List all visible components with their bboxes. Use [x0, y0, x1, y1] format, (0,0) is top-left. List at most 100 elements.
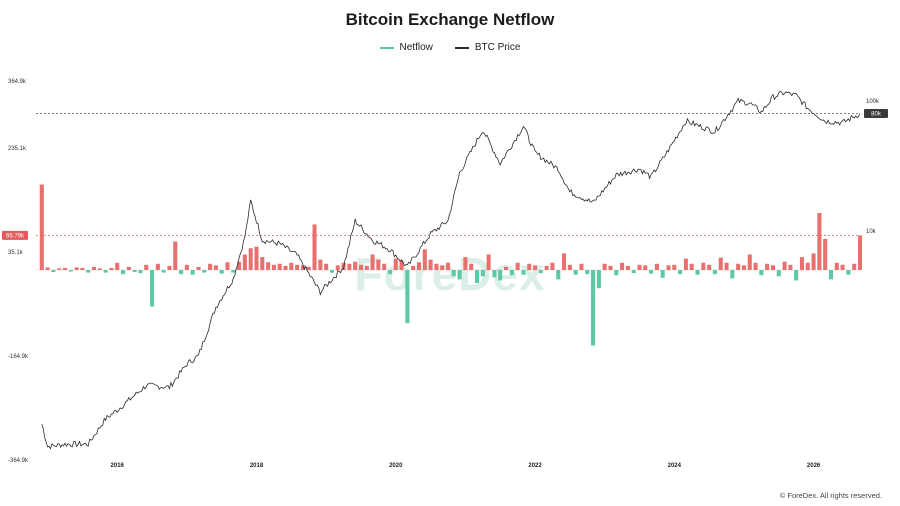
- netflow-bar: [62, 267, 68, 270]
- netflow-bar: [695, 270, 700, 275]
- netflow-bar: [335, 265, 340, 270]
- netflow-bar: [660, 270, 665, 278]
- netflow-bar: [701, 262, 706, 270]
- netflow-bar: [364, 265, 369, 270]
- netflow-bar: [538, 270, 543, 274]
- copyright-footer: © ForeDex. All rights reserved.: [779, 491, 882, 500]
- netflow-bar: [202, 270, 207, 273]
- netflow-bar: [115, 262, 120, 270]
- netflow-bar: [80, 267, 85, 270]
- netflow-bar: [422, 249, 427, 270]
- netflow-bar: [179, 270, 184, 275]
- netflow-bar: [625, 265, 630, 270]
- netflow-marker-label: 66.79k: [6, 234, 25, 240]
- left-tick-label: -164.9k: [8, 354, 29, 360]
- netflow-bar: [753, 262, 758, 270]
- netflow-bar: [857, 235, 863, 270]
- netflow-bar: [712, 270, 717, 275]
- netflow-bar: [521, 270, 526, 275]
- netflow-bar: [504, 266, 509, 270]
- netflow-bar: [457, 270, 462, 280]
- netflow-bar: [794, 270, 799, 281]
- netflow-bar: [852, 263, 857, 270]
- netflow-bar: [486, 254, 491, 270]
- netflow-bar: [254, 246, 259, 270]
- netflow-bar: [358, 264, 363, 270]
- netflow-bar: [237, 261, 242, 270]
- netflow-bar: [161, 270, 166, 273]
- netflow-bar: [643, 265, 648, 270]
- netflow-bar: [132, 270, 137, 273]
- x-tick-label: 2026: [807, 463, 821, 469]
- netflow-bar: [295, 264, 300, 270]
- netflow-bar: [556, 270, 561, 280]
- netflow-bar: [823, 238, 828, 270]
- netflow-bar: [306, 266, 311, 270]
- netflow-bar: [428, 259, 433, 270]
- netflow-bar: [242, 254, 247, 270]
- netflow-marker-badge: [2, 230, 28, 240]
- x-tick-label: 2016: [111, 463, 125, 469]
- x-tick-label: 2020: [389, 463, 403, 469]
- netflow-bar: [103, 270, 108, 273]
- price-marker-label: 80k: [871, 112, 882, 118]
- netflow-bar: [614, 270, 619, 276]
- netflow-bar: [718, 257, 723, 270]
- netflow-bar: [585, 270, 590, 275]
- netflow-bar: [608, 265, 613, 270]
- netflow-bar: [92, 266, 97, 270]
- netflow-bar: [57, 268, 62, 270]
- netflow-bar: [248, 248, 253, 270]
- netflow-bar: [463, 257, 468, 270]
- netflow-bar: [730, 270, 735, 279]
- netflow-bar: [562, 253, 567, 270]
- netflow-bar: [474, 270, 480, 284]
- netflow-bar: [550, 262, 555, 270]
- netflow-bar: [672, 264, 677, 270]
- netflow-bar: [724, 262, 729, 270]
- netflow-bar: [840, 264, 845, 270]
- netflow-bar: [312, 224, 317, 270]
- left-tick-label: 35.1k: [8, 250, 24, 256]
- right-tick-label: 100k: [866, 99, 880, 105]
- netflow-bar: [788, 264, 793, 270]
- netflow-bar: [370, 254, 375, 270]
- netflow-bar: [121, 270, 126, 275]
- x-tick-label: 2024: [668, 463, 682, 469]
- legend-netflow-label: Netflow: [399, 42, 433, 53]
- netflow-bar: [347, 263, 352, 270]
- netflow-bar: [736, 263, 741, 270]
- netflow-bar: [353, 261, 358, 270]
- netflow-bar: [411, 265, 416, 270]
- netflow-bar: [747, 254, 752, 270]
- netflow-bar: [631, 270, 636, 274]
- netflow-bar: [39, 184, 44, 270]
- x-tick-label: 2022: [528, 463, 542, 469]
- netflow-bar: [387, 270, 392, 275]
- netflow-bar: [225, 262, 230, 270]
- netflow-bar: [277, 263, 282, 270]
- watermark-logo: ForeDex: [354, 248, 545, 300]
- netflow-bar: [515, 262, 520, 270]
- netflow-bar: [765, 263, 770, 270]
- netflow-bar: [167, 265, 172, 270]
- netflow-bar: [498, 270, 503, 281]
- netflow-bar: [527, 263, 532, 270]
- netflow-bar: [190, 270, 195, 275]
- netflow-bar: [208, 263, 213, 270]
- netflow-bar: [591, 270, 596, 346]
- netflow-bar: [434, 263, 439, 270]
- legend-price[interactable]: BTC Price: [454, 42, 520, 53]
- netflow-bar: [173, 241, 178, 270]
- netflow-bar: [51, 270, 56, 273]
- netflow-bar: [451, 270, 456, 277]
- netflow-bar: [260, 257, 265, 270]
- netflow-bar: [480, 270, 485, 277]
- netflow-bar: [834, 262, 839, 270]
- netflow-bar: [782, 261, 787, 270]
- legend-netflow[interactable]: Netflow: [379, 42, 433, 53]
- netflow-bar: [393, 258, 398, 270]
- netflow-bar: [509, 270, 514, 276]
- netflow-bar: [602, 263, 607, 270]
